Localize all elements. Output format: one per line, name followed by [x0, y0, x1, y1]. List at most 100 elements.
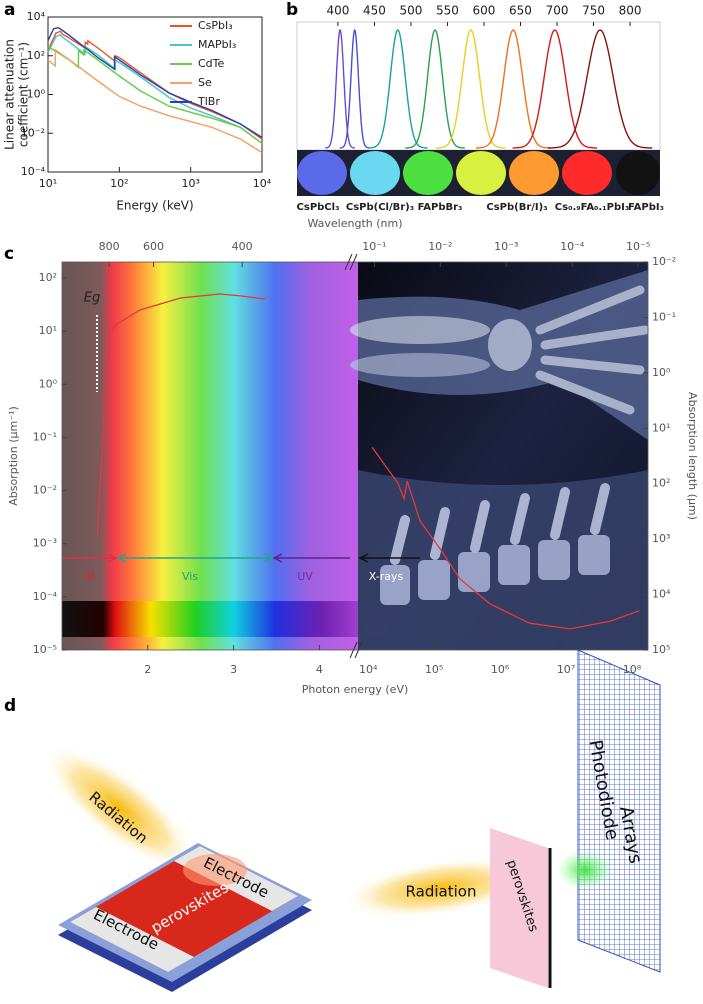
y2-tick-label: 10² — [652, 477, 670, 490]
bone — [488, 319, 532, 371]
radiation-beam — [340, 856, 540, 920]
scintillation-glow — [557, 850, 613, 890]
x2-tick-label: 10⁻⁵ — [626, 240, 650, 253]
x2-tick-label: 10⁻¹ — [362, 240, 386, 253]
vial — [509, 151, 559, 195]
spectra-frame — [296, 21, 661, 151]
y2-tick-label: 10⁻¹ — [652, 310, 676, 323]
ir-arrow — [62, 553, 118, 563]
x2-tick-label: 600 — [143, 240, 164, 253]
vertebra — [578, 535, 610, 575]
y-tick-label: 10¹ — [39, 324, 57, 337]
sample-label: FAPbI₃ — [628, 202, 664, 213]
series-line — [47, 30, 263, 140]
y-axis-label: Absorption (μm⁻¹) — [7, 406, 20, 506]
y-tick-label: 10⁻⁴ — [21, 165, 46, 178]
hotspot — [183, 854, 247, 886]
xray-hand — [350, 270, 650, 440]
y-tick-label: 10⁻⁴ — [33, 590, 58, 603]
spectrum-strip — [62, 601, 358, 637]
x-tick-label: 4 — [316, 663, 323, 676]
finger-bones — [535, 285, 650, 415]
series-line — [47, 45, 263, 144]
x-tick-label: 700 — [546, 4, 569, 18]
xray-spine — [358, 470, 648, 650]
y2-tick-label: 10¹ — [652, 421, 670, 434]
annotation: Vis — [182, 570, 198, 583]
xray-arrow — [358, 553, 420, 563]
panel-label: b — [286, 0, 298, 20]
x-tick-label: 10¹ — [39, 177, 57, 190]
legend-label: MAPbI₃ — [198, 38, 236, 51]
y-tick-label: 10² — [39, 271, 57, 284]
x-tick-label: 10⁷ — [557, 663, 575, 676]
y-tick-label: 10² — [27, 49, 45, 62]
legend-label: TlBr — [197, 95, 220, 108]
absorption-curve — [96, 293, 266, 536]
x-tick-label: 10⁴ — [253, 177, 272, 190]
series-line — [47, 26, 263, 139]
annotation: IR — [85, 570, 96, 583]
y-tick-label: 10⁰ — [39, 377, 58, 390]
emission-curve — [436, 29, 506, 149]
legend-label: CsPbI₃ — [198, 19, 233, 32]
panel-label: c — [4, 244, 14, 264]
x2-tick-label: 10⁻⁴ — [560, 240, 585, 253]
emission-curve — [547, 29, 653, 149]
emission-curve — [325, 28, 356, 149]
y-tick-label: 10⁻² — [33, 484, 57, 497]
vial — [562, 151, 612, 195]
x-tick-label: 10⁴ — [359, 663, 378, 676]
vials — [297, 151, 660, 195]
bone — [350, 353, 490, 377]
y2-tick-label: 10⁴ — [652, 588, 671, 601]
x-tick-label: 10⁶ — [491, 663, 510, 676]
x-tick-label: 400 — [326, 4, 349, 18]
x-tick-label: 800 — [619, 4, 642, 18]
sample-label: FAPbBr₃ — [418, 202, 463, 213]
y-axis-label: coefficient (cm⁻¹) — [17, 42, 31, 147]
x-tick-label: 600 — [473, 4, 496, 18]
y-tick-label: 10⁻² — [21, 126, 45, 139]
x-tick-label: 450 — [363, 4, 386, 18]
x-tick-label: 3 — [230, 663, 237, 676]
sample-label: CsPbCl₃ — [297, 202, 340, 213]
vial — [350, 151, 400, 195]
vial — [403, 151, 453, 195]
x2-tick-label: 400 — [232, 240, 253, 253]
panel-label: a — [4, 0, 15, 20]
x-tick-label: 500 — [399, 4, 422, 18]
absorption-curve — [371, 447, 640, 630]
axis-break — [344, 253, 363, 659]
vertebra — [538, 540, 570, 580]
y-tick-label: 10⁰ — [27, 88, 46, 101]
x-tick-label: 750 — [582, 4, 605, 18]
x-axis-label: Energy (keV) — [116, 199, 193, 213]
x2-axis-label: Wavelength (nm) — [307, 217, 402, 230]
emission-curve — [512, 29, 598, 149]
bone — [350, 316, 490, 344]
sample-label: CsPb(Br/I)₃ — [486, 202, 547, 213]
photodiode-array — [577, 649, 661, 973]
x-tick-label: 650 — [509, 4, 532, 18]
x-tick-label: 2 — [144, 663, 151, 676]
y-tick-label: 10⁻³ — [33, 537, 57, 550]
legend-label: Se — [198, 76, 212, 89]
vertebra — [418, 560, 450, 600]
perovskite-plate — [490, 828, 548, 988]
y2-tick-label: 10⁻² — [652, 255, 676, 268]
annotation: UV — [297, 570, 313, 583]
vial — [297, 151, 347, 195]
x2-tick-label: 10⁻² — [428, 240, 452, 253]
y-tick-label: 10⁻⁵ — [33, 643, 57, 656]
x2-tick-label: 800 — [99, 240, 120, 253]
series-line — [47, 48, 263, 154]
vial — [456, 151, 506, 195]
emission-curve — [367, 29, 428, 149]
y2-tick-label: 10⁰ — [652, 366, 671, 379]
emission-curve — [475, 29, 551, 149]
y-tick-label: 10⁴ — [27, 10, 46, 23]
vis-arrow — [116, 553, 274, 563]
